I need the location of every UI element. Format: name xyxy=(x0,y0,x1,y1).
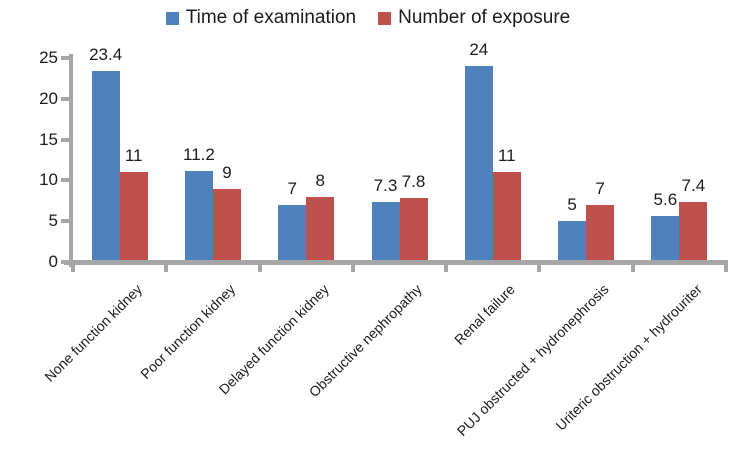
value-label: 8 xyxy=(315,170,325,190)
bar-time-of-examination xyxy=(464,66,493,262)
legend-label-time-of-examination: Time of examination xyxy=(185,7,357,28)
bar-number-of-exposure xyxy=(679,201,708,262)
bar-number-of-exposure xyxy=(212,188,241,262)
y-axis-tick xyxy=(61,137,69,142)
y-axis-tick xyxy=(61,260,69,264)
value-label: 9 xyxy=(222,162,232,182)
bar-time-of-examination xyxy=(651,216,680,262)
value-label: 7 xyxy=(287,178,297,198)
value-label: 23.4 xyxy=(89,45,123,65)
y-axis-line xyxy=(69,54,73,267)
value-label: 7 xyxy=(595,178,605,198)
bar-number-of-exposure xyxy=(119,172,148,262)
bar-time-of-examination xyxy=(371,202,400,262)
value-label: 24 xyxy=(469,40,489,60)
legend-item-number-of-exposure: Number of exposure xyxy=(378,7,570,29)
bar-number-of-exposure xyxy=(492,172,521,262)
legend-swatch-red xyxy=(378,11,392,25)
y-axis-tick xyxy=(61,96,69,101)
value-label: 11 xyxy=(124,146,143,166)
x-axis-tick xyxy=(630,265,635,272)
bar-number-of-exposure xyxy=(306,196,335,262)
y-axis-tick xyxy=(61,178,69,183)
y-axis-tick xyxy=(61,56,69,60)
x-axis-tick xyxy=(537,265,542,272)
legend-label-number-of-exposure: Number of exposure xyxy=(398,7,571,28)
x-axis-tick xyxy=(350,265,355,272)
bar-time-of-examination xyxy=(91,71,120,262)
y-tick-label: 10 xyxy=(39,170,58,190)
bar-time-of-examination xyxy=(278,204,307,262)
y-tick-label: 25 xyxy=(39,48,58,67)
x-category-label: None function kidney xyxy=(41,281,145,385)
x-category-label: PUJ obstructed + hydronephrosis xyxy=(453,281,612,439)
y-tick-label: 0 xyxy=(48,252,58,271)
value-label: 5.6 xyxy=(653,190,678,210)
value-label: 7.8 xyxy=(401,172,426,192)
x-axis-tick xyxy=(71,265,75,272)
x-category-label: Renal failure xyxy=(451,281,519,348)
value-label: 11.2 xyxy=(183,144,215,164)
x-axis-tick xyxy=(257,265,262,272)
chart-legend: Time of examination Number of exposure xyxy=(0,7,736,29)
x-axis-tick xyxy=(724,265,728,272)
bar-time-of-examination xyxy=(558,221,587,262)
x-category-label: Poor function kidney xyxy=(137,281,239,383)
y-tick-label: 15 xyxy=(39,129,58,149)
y-tick-label: 5 xyxy=(48,211,58,231)
x-axis-tick xyxy=(444,265,449,272)
bar-number-of-exposure xyxy=(399,198,428,262)
legend-swatch-blue xyxy=(165,11,179,25)
value-label: 5 xyxy=(567,195,577,215)
bar-time-of-examination xyxy=(184,170,213,262)
bar-number-of-exposure xyxy=(586,204,615,262)
value-label: 7.4 xyxy=(681,175,706,195)
legend-item-time-of-examination: Time of examination xyxy=(165,7,357,29)
x-category-label: Uriteric obstruction + hydrouriter xyxy=(552,281,705,434)
x-axis-line xyxy=(64,260,728,265)
x-axis-tick xyxy=(164,265,169,272)
y-tick-label: 20 xyxy=(39,88,58,108)
y-axis-tick xyxy=(61,219,69,224)
value-label: 7.3 xyxy=(373,176,398,196)
value-label: 11 xyxy=(497,146,516,166)
